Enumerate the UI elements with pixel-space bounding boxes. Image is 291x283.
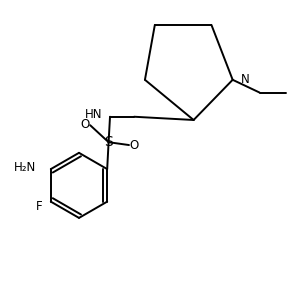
- Text: F: F: [36, 200, 43, 213]
- Text: HN: HN: [85, 108, 102, 121]
- Text: S: S: [104, 135, 113, 149]
- Text: O: O: [129, 139, 139, 151]
- Text: H₂N: H₂N: [14, 161, 36, 174]
- Text: O: O: [81, 118, 90, 131]
- Text: N: N: [241, 73, 249, 86]
